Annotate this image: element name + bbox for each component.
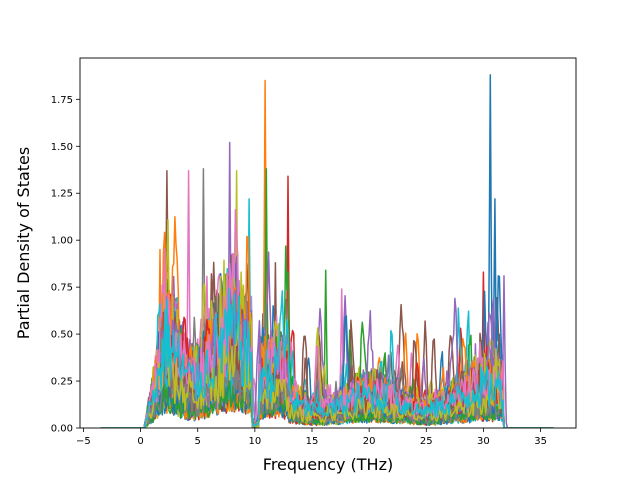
y-axis-title: Partial Density of States (14, 147, 33, 339)
x-axis: −5 0 5 10 15 20 25 30 35 (76, 428, 547, 447)
x-tick-label: 0 (137, 436, 143, 447)
y-tick-label: 0.00 (51, 424, 73, 435)
y-tick-label: 0.50 (51, 330, 73, 341)
x-tick-label: 25 (420, 436, 433, 447)
pdos-series-line (100, 287, 554, 428)
y-tick-label: 1.00 (51, 236, 73, 247)
x-tick-label: −5 (76, 436, 91, 447)
y-tick-label: 1.50 (51, 142, 73, 153)
y-tick-label: 1.75 (51, 95, 73, 106)
x-tick-label: 20 (363, 436, 376, 447)
pdos-series-line (100, 209, 554, 428)
y-axis: 0.00 0.25 0.50 0.75 1.00 1.25 1.50 1.75 (51, 95, 80, 435)
x-tick-label: 15 (306, 436, 319, 447)
pdos-series-line (100, 320, 554, 428)
y-tick-label: 0.75 (51, 283, 73, 294)
x-tick-label: 35 (534, 436, 547, 447)
axes-frame (79, 57, 577, 429)
x-tick-label: 5 (195, 436, 201, 447)
series-layer (100, 74, 554, 428)
x-axis-title: Frequency (THz) (263, 455, 393, 474)
x-tick-label: 10 (248, 436, 261, 447)
y-tick-label: 0.25 (51, 377, 73, 388)
x-tick-label: 30 (477, 436, 490, 447)
y-tick-label: 1.25 (51, 189, 73, 200)
